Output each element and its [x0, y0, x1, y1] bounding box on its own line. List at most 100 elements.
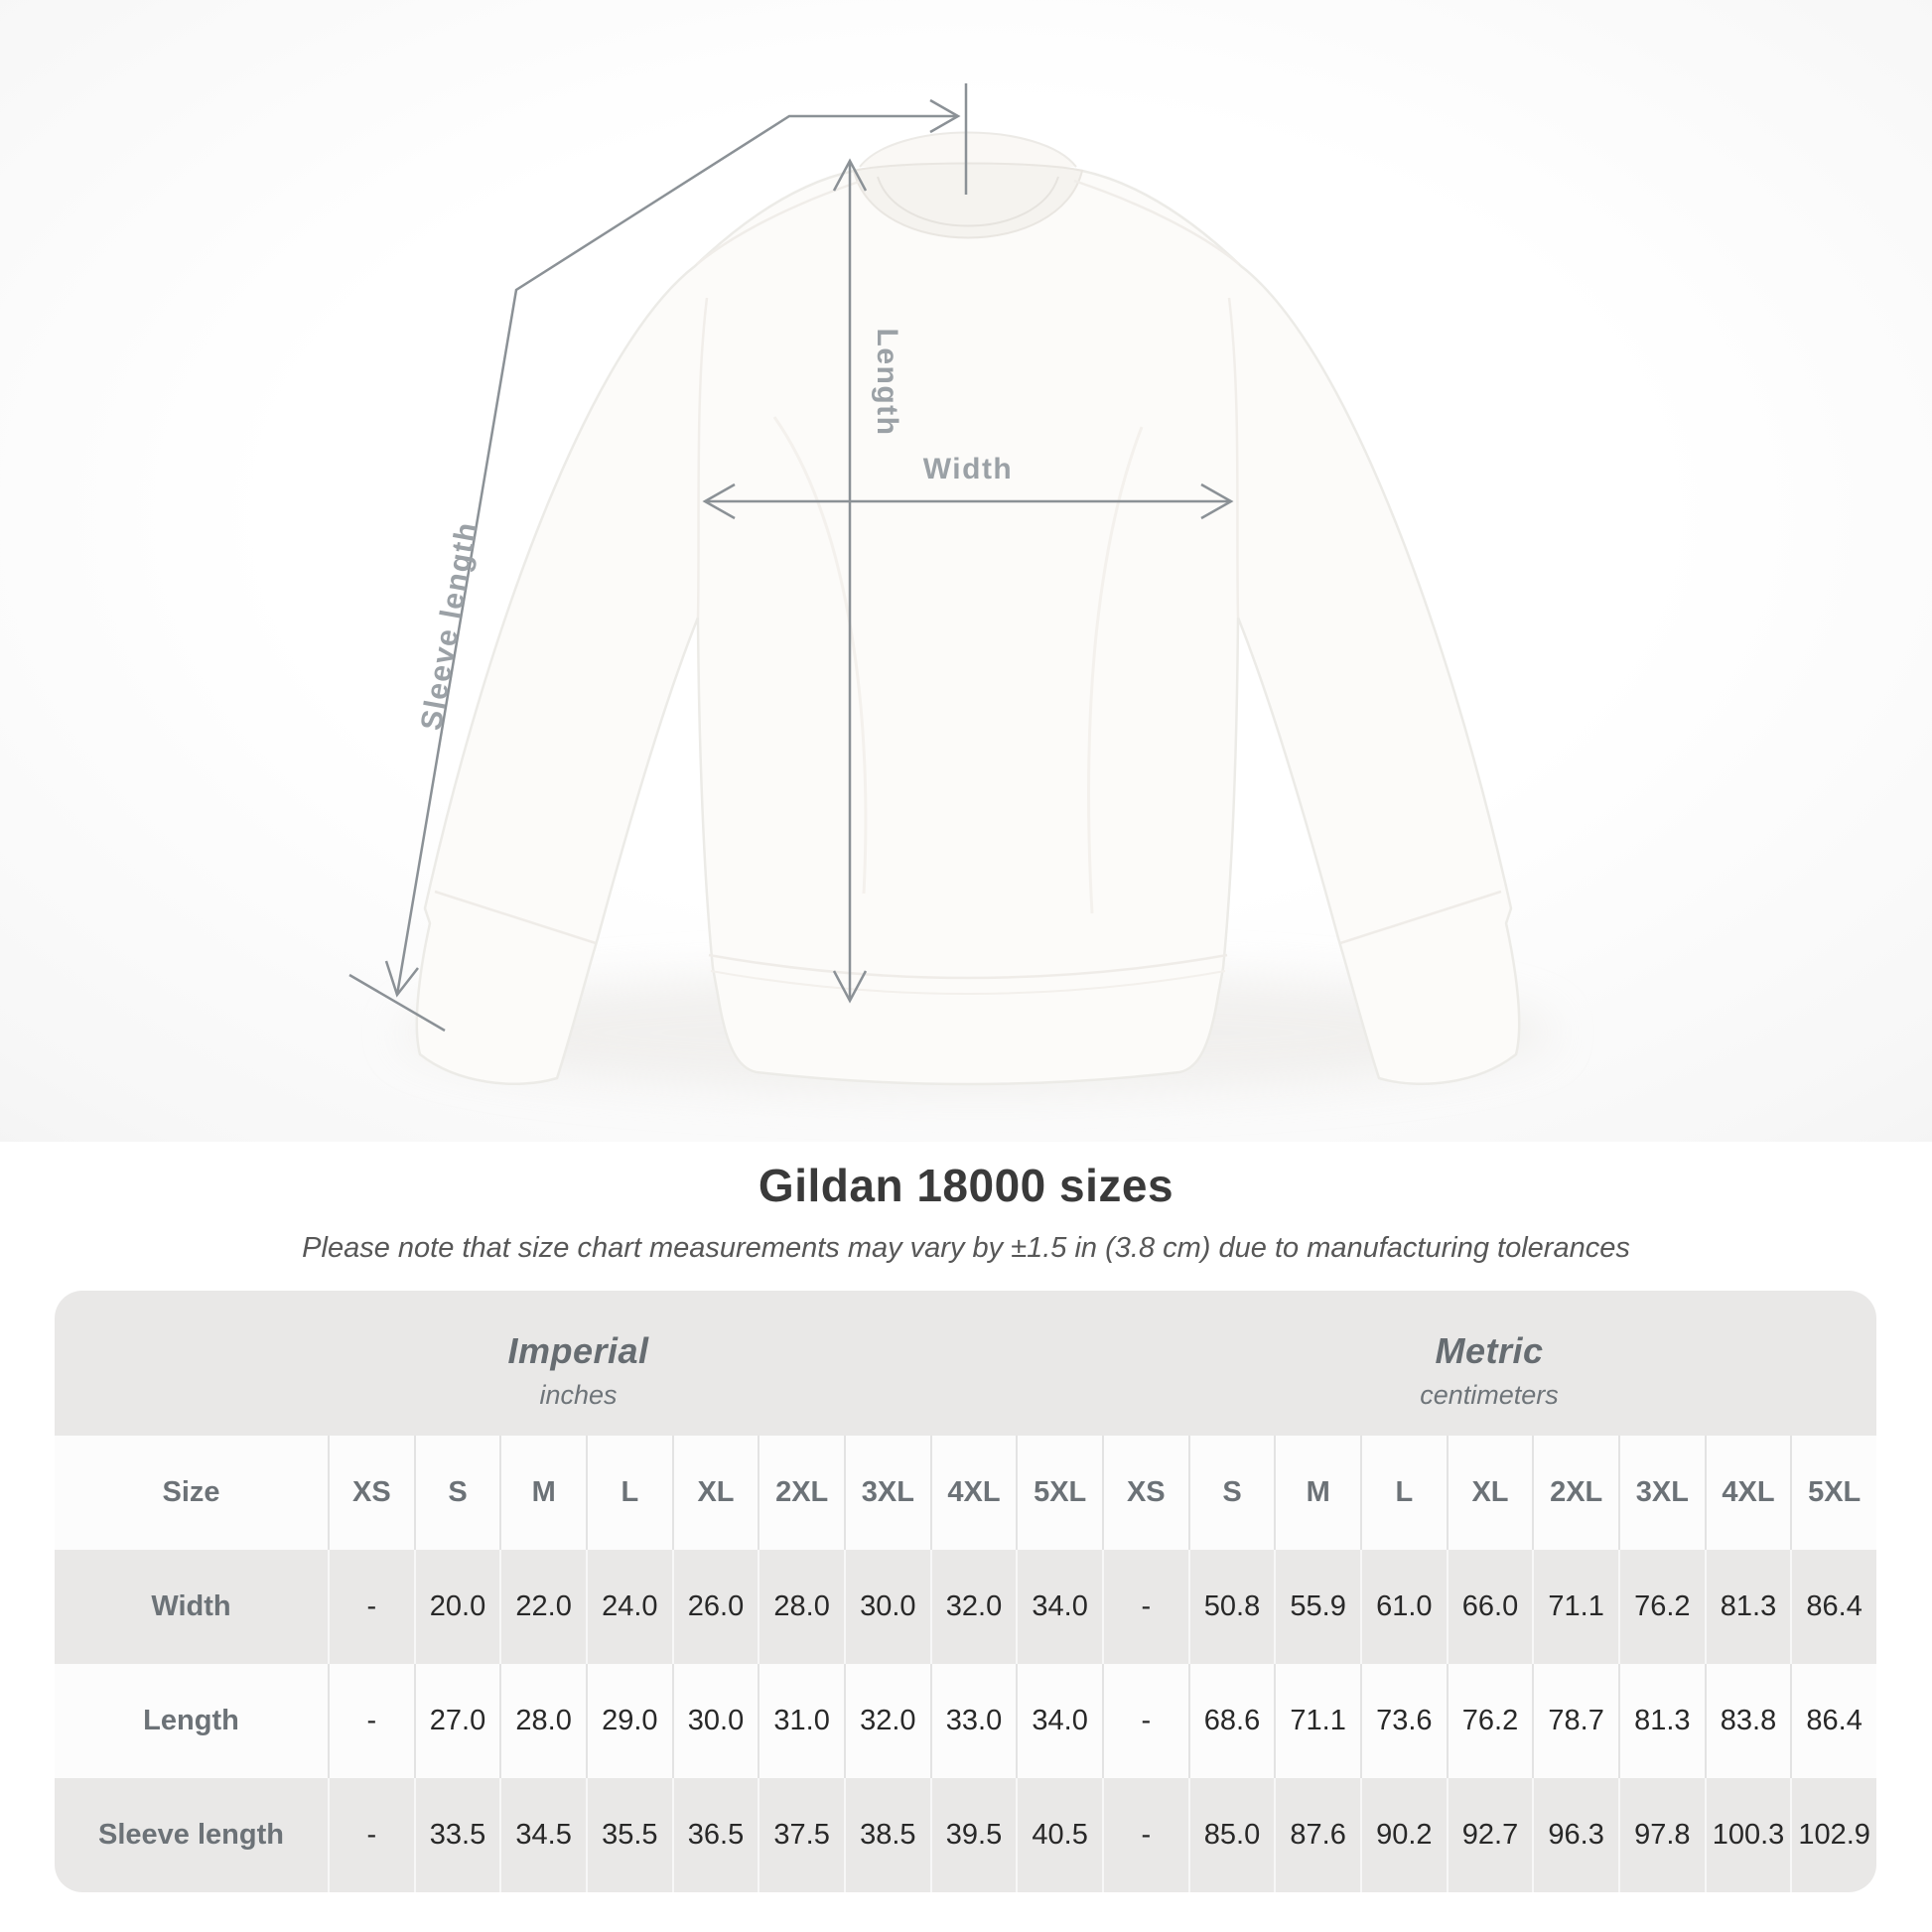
unit-header-row: Imperial inches Metric centimeters: [55, 1291, 1876, 1436]
cell-value: 66.0: [1446, 1550, 1533, 1664]
right-cuff-seam: [1339, 890, 1502, 945]
cell-value: 86.4: [1790, 1550, 1876, 1664]
cell-value: 22.0: [499, 1550, 586, 1664]
size-header-row: Size XS S M L XL 2XL 3XL 4XL 5XL XS S M L XL 2XL 3XL 4XL 5…: [55, 1436, 1876, 1550]
cell-value: 71.1: [1532, 1550, 1618, 1664]
sweatshirt-silhouette: [415, 163, 1521, 1086]
cell-value: 97.8: [1617, 1778, 1705, 1892]
cell-value: 34.0: [1016, 1664, 1102, 1778]
cell-value: 38.5: [843, 1778, 930, 1892]
cell-value: 31.0: [758, 1664, 844, 1778]
sleeve-bottom-tick: [348, 973, 446, 1033]
length-label: Length: [871, 329, 903, 437]
table-row: Sleeve length -33.5 34.5 35.5 36.5 37.5 38.5 39…: [55, 1778, 1876, 1892]
cell-value: -: [1101, 1550, 1188, 1664]
cell-value: -: [328, 1664, 414, 1778]
cell-value: 68.6: [1187, 1664, 1275, 1778]
metric-unit-label: centimeters: [1420, 1379, 1559, 1410]
cell-value: 33.0: [929, 1664, 1017, 1778]
width-label: Width: [923, 453, 1014, 485]
size-header-cell: L: [1359, 1436, 1447, 1550]
left-cuff-seam: [434, 890, 597, 945]
cell-value: 81.3: [1704, 1550, 1791, 1664]
cell-value: -: [328, 1778, 414, 1892]
size-header-cell: L: [585, 1436, 672, 1550]
cell-value: 76.2: [1617, 1550, 1705, 1664]
cell-value: 32.0: [929, 1550, 1017, 1664]
size-header-cell: 2XL: [758, 1436, 844, 1550]
cell-value: 83.8: [1704, 1664, 1791, 1778]
table-row: Length -27.0 28.0 29.0 30.0 31.0 32.0 33.0 34.0-…: [55, 1664, 1876, 1778]
size-header-cell: M: [1274, 1436, 1360, 1550]
length-arrowhead-top: [832, 158, 868, 192]
row-label: Sleeve length: [98, 1819, 284, 1851]
size-header-cell: 4XL: [1704, 1436, 1791, 1550]
cell-value: 71.1: [1274, 1664, 1360, 1778]
size-header-cell: 5XL: [1016, 1436, 1102, 1550]
product-photo: Length Width Sleeve length: [0, 0, 1932, 1142]
cell-value: 73.6: [1359, 1664, 1447, 1778]
right-shoulder-seam: [1073, 179, 1240, 265]
imperial-label: Imperial: [507, 1329, 649, 1371]
cell-value: 92.7: [1446, 1778, 1533, 1892]
cell-value: 30.0: [843, 1550, 930, 1664]
hem-rib-line: [710, 970, 1226, 995]
size-header-cell: M: [499, 1436, 586, 1550]
cell-value: 36.5: [671, 1778, 759, 1892]
cell-value: 76.2: [1446, 1664, 1533, 1778]
sleeve-arrowhead-bottom: [384, 960, 419, 998]
cell-value: -: [328, 1550, 414, 1664]
left-shoulder-seam: [696, 179, 863, 265]
size-header-cell: XL: [671, 1436, 759, 1550]
left-armhole-seam: [696, 297, 709, 619]
cell-value: 50.8: [1187, 1550, 1275, 1664]
size-header-cell: 4XL: [929, 1436, 1017, 1550]
cell-value: 28.0: [499, 1664, 586, 1778]
cell-value: -: [1101, 1778, 1188, 1892]
size-header-cell: 2XL: [1532, 1436, 1618, 1550]
collar-seam: [877, 176, 1059, 227]
size-header-cell: XS: [328, 1436, 414, 1550]
cell-value: 30.0: [671, 1664, 759, 1778]
collar: [852, 162, 1084, 239]
size-table: Imperial inches Metric centimeters Size X…: [55, 1291, 1876, 1892]
cell-value: 35.5: [585, 1778, 672, 1892]
cell-value: 87.6: [1274, 1778, 1360, 1892]
cell-value: 81.3: [1617, 1664, 1705, 1778]
size-col-header: Size: [162, 1476, 220, 1508]
tolerance-note: Please note that size chart measurements…: [302, 1232, 1630, 1264]
size-header-cell: 3XL: [1617, 1436, 1705, 1550]
cell-value: 26.0: [671, 1550, 759, 1664]
metric-label: Metric: [1435, 1329, 1544, 1371]
cell-value: 61.0: [1359, 1550, 1447, 1664]
cell-value: 39.5: [929, 1778, 1017, 1892]
imperial-unit-group: Imperial inches: [55, 1291, 1102, 1436]
hem-seam: [708, 953, 1228, 980]
cell-value: 85.0: [1187, 1778, 1275, 1892]
cell-value: 20.0: [413, 1550, 500, 1664]
sleeve-arrowhead-right: [929, 98, 961, 134]
size-header-cell: S: [413, 1436, 500, 1550]
cell-value: -: [1101, 1664, 1188, 1778]
size-header-cell: XL: [1446, 1436, 1533, 1550]
cell-value: 100.3: [1704, 1778, 1791, 1892]
metric-unit-group: Metric centimeters: [1102, 1291, 1876, 1436]
cell-value: 28.0: [758, 1550, 844, 1664]
width-arrowhead-left: [702, 483, 736, 520]
cell-value: 40.5: [1016, 1778, 1102, 1892]
cell-value: 102.9: [1790, 1778, 1876, 1892]
size-header-cell: XS: [1101, 1436, 1188, 1550]
crease-line: [1087, 426, 1144, 914]
sweatshirt-image: [415, 131, 1521, 1086]
cell-value: 29.0: [585, 1664, 672, 1778]
imperial-unit-label: inches: [539, 1379, 618, 1410]
cell-value: 55.9: [1274, 1550, 1360, 1664]
row-label: Length: [143, 1705, 239, 1736]
width-arrowhead-right: [1200, 483, 1234, 520]
size-header-cell: 3XL: [843, 1436, 930, 1550]
cell-value: 34.0: [1016, 1550, 1102, 1664]
cell-value: 27.0: [413, 1664, 500, 1778]
cell-value: 34.5: [499, 1778, 586, 1892]
cell-value: 78.7: [1532, 1664, 1618, 1778]
